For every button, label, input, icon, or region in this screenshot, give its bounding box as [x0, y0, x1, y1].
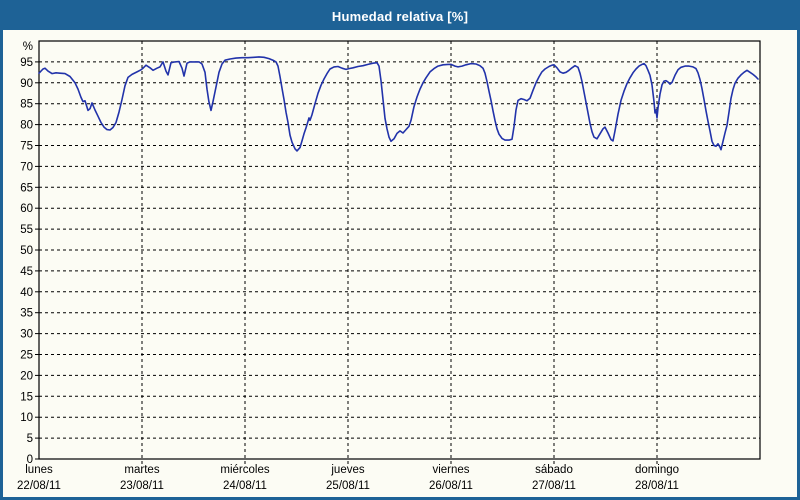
- y-tick-label: 25: [20, 350, 33, 362]
- y-tick-label: 0: [27, 454, 33, 466]
- x-day-label: viernes: [432, 464, 469, 476]
- plot-frame: [38, 40, 761, 460]
- humidity-series-line: [38, 56, 759, 152]
- y-tick-label: 85: [20, 99, 33, 111]
- y-tick-label: 80: [20, 120, 33, 132]
- humidity-line-chart: 95908580757065605550454035302520151050%l…: [17, 40, 761, 492]
- y-tick-label: 30: [20, 329, 33, 341]
- x-day-label: jueves: [330, 464, 364, 476]
- x-day-label: sábado: [535, 464, 573, 476]
- x-date-label: 25/08/11: [326, 480, 370, 492]
- y-tick-label: 15: [20, 391, 33, 403]
- y-axis-unit-label: %: [23, 41, 33, 53]
- y-tick-label: 45: [20, 266, 33, 278]
- y-tick-label: 20: [20, 370, 33, 382]
- y-tick-label: 70: [20, 161, 33, 173]
- x-day-label: miércoles: [220, 464, 269, 476]
- x-date-label: 27/08/11: [532, 480, 576, 492]
- y-tick-label: 55: [20, 224, 33, 236]
- x-date-label: 24/08/11: [223, 480, 267, 492]
- x-day-label: domingo: [635, 464, 679, 476]
- chart-area: 95 90 85 80 75 70 65 60 55 50 45 40 35 30 25 20 15 10 5 0% l…: [3, 30, 797, 497]
- y-tick-label: 50: [20, 245, 33, 257]
- y-tick-label: 35: [20, 308, 33, 320]
- x-date-label: 28/08/11: [635, 480, 679, 492]
- title-bar: Humedad relativa [%]: [3, 3, 797, 30]
- y-tick-label: 95: [20, 57, 33, 69]
- y-tick-label: 5: [27, 433, 33, 445]
- x-date-label: 23/08/11: [120, 480, 164, 492]
- y-tick-label: 40: [20, 287, 33, 299]
- y-tick-label: 10: [20, 412, 33, 424]
- y-tick-label: 65: [20, 182, 33, 194]
- y-tick-label: 75: [20, 141, 33, 153]
- x-day-label: lunes: [25, 464, 53, 476]
- x-date-label: 26/08/11: [429, 480, 473, 492]
- y-tick-label: 90: [20, 78, 33, 90]
- chart-title: Humedad relativa [%]: [331, 9, 469, 24]
- x-date-label: 22/08/11: [17, 480, 61, 492]
- y-tick-label: 60: [20, 203, 33, 215]
- x-day-label: martes: [124, 464, 159, 476]
